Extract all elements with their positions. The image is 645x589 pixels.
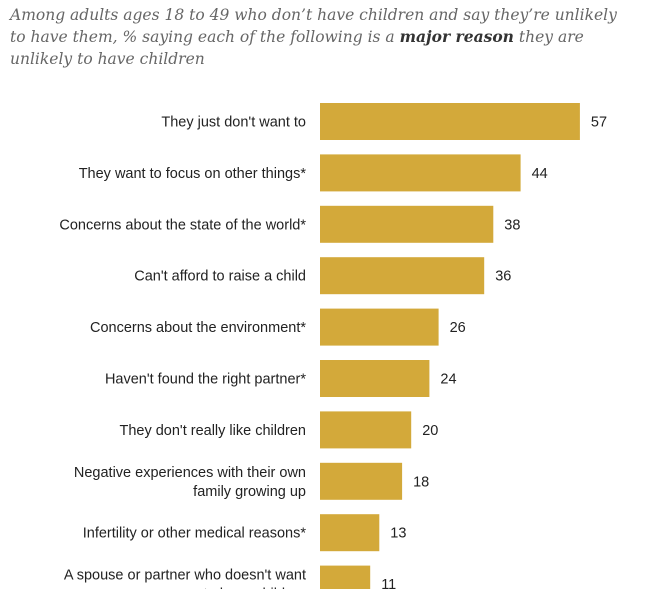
bar-7 — [320, 411, 412, 449]
category-label-8-line-1: Negative experiences with their own — [74, 465, 306, 481]
bars-group — [320, 103, 580, 589]
category-labels-group: They just don't want to They want to focu… — [59, 115, 306, 589]
value-label-4: 36 — [495, 269, 511, 285]
chart-subtitle: Among adults ages 18 to 49 who don’t hav… — [10, 4, 635, 70]
bar-9 — [320, 514, 380, 552]
category-label-7: They don't really like children — [119, 423, 306, 439]
bar-10 — [320, 565, 371, 589]
bar-8 — [320, 462, 403, 500]
value-label-10: 11 — [381, 577, 396, 589]
value-label-9: 13 — [390, 526, 406, 542]
value-label-6: 24 — [440, 372, 456, 388]
category-label-10-line-2: to have children — [204, 587, 306, 589]
category-label-1-line-1: They just don't want to — [161, 115, 306, 131]
category-label-7-line-1: They don't really like children — [119, 423, 306, 439]
category-label-8-line-2: family growing up — [193, 484, 306, 500]
category-label-2: They want to focus on other things* — [79, 166, 307, 182]
value-labels-group: 57 44 38 36 26 24 20 18 13 11 — [381, 115, 607, 589]
category-label-1: They just don't want to — [161, 115, 306, 131]
value-label-7: 20 — [422, 423, 438, 439]
value-label-8: 18 — [413, 474, 429, 490]
category-label-3: Concerns about the state of the world* — [59, 217, 306, 233]
category-label-4-line-1: Can't afford to raise a child — [134, 269, 306, 285]
category-label-5: Concerns about the environment* — [90, 320, 306, 336]
category-label-10: A spouse or partner who doesn't want to h… — [64, 568, 306, 589]
value-label-1: 57 — [591, 115, 607, 131]
category-label-4: Can't afford to raise a child — [134, 269, 306, 285]
subtitle-text-end: they are unlikely to have children — [10, 28, 584, 68]
category-label-2-line-1: They want to focus on other things* — [79, 166, 307, 182]
category-label-3-line-1: Concerns about the state of the world* — [59, 217, 306, 233]
subtitle-text-start: Among adults ages 18 to 49 who don’t hav… — [10, 6, 617, 46]
bar-3 — [320, 205, 494, 243]
bar-5 — [320, 308, 439, 346]
bar-6 — [320, 360, 430, 397]
bar-4 — [320, 257, 485, 295]
category-label-5-line-1: Concerns about the environment* — [90, 320, 306, 336]
value-label-5: 26 — [450, 320, 466, 336]
category-label-9: Infertility or other medical reasons* — [83, 526, 307, 542]
bar-2 — [320, 154, 521, 192]
value-label-2: 44 — [532, 166, 548, 182]
value-label-3: 38 — [504, 217, 520, 233]
category-label-6: Haven't found the right partner* — [105, 372, 306, 388]
bar-1 — [320, 103, 580, 140]
category-label-9-line-1: Infertility or other medical reasons* — [83, 526, 307, 542]
category-label-8: Negative experiences with their own famil… — [74, 465, 306, 500]
subtitle-emphasis: major reason — [399, 27, 514, 46]
category-label-6-line-1: Haven't found the right partner* — [105, 372, 306, 388]
category-label-10-line-1: A spouse or partner who doesn't want — [64, 568, 306, 584]
